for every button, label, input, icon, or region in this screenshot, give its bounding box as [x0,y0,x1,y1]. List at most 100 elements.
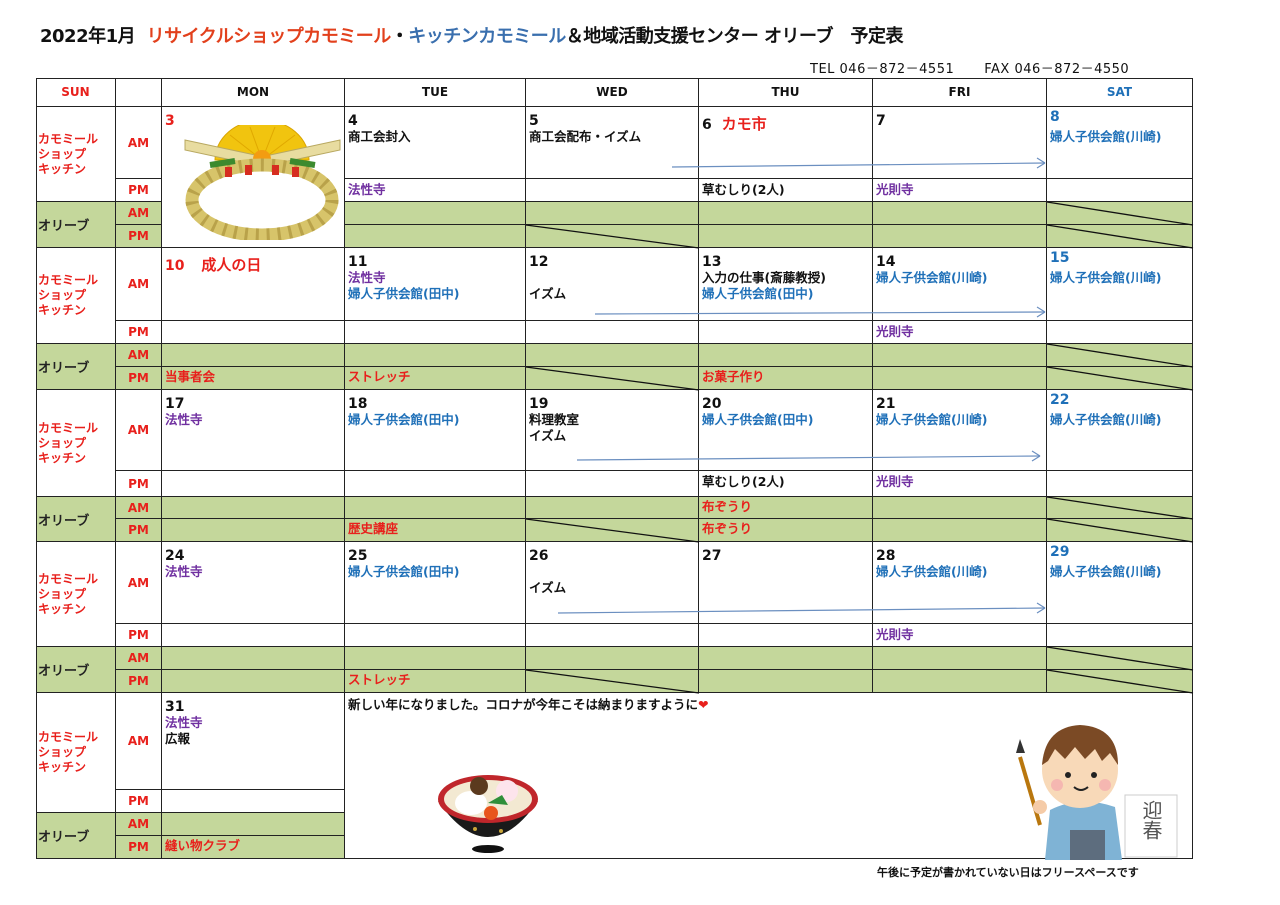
day-11-olive-pm-cell[interactable]: ストレッチ [345,367,526,390]
day-26-am-cell[interactable]: 26 イズム [526,542,699,624]
day-15-olive-am-cell[interactable] [1047,344,1193,367]
day-20-am-cell[interactable]: 20 婦人子供会館(田中) [699,390,873,471]
day-12-olive-pm-cell[interactable] [526,367,699,390]
day-4-pm-cell[interactable]: 法性寺 [345,179,526,202]
day-10-pm-cell[interactable] [162,321,345,344]
day-17-pm-cell[interactable] [162,471,345,497]
day-19-olive-am-cell[interactable] [526,497,699,519]
day-21-olive-am-cell[interactable] [873,497,1047,519]
day-24-olive-am-cell[interactable] [162,647,345,670]
day-28-olive-pm-cell[interactable] [873,670,1047,693]
day-14-am-cell[interactable]: 14 婦人子供会館(川崎) [873,248,1047,321]
day-14-pm-cell[interactable]: 光則寺 [873,321,1047,344]
day-13-am-cell[interactable]: 13 入力の仕事(斎藤教授) 婦人子供会館(田中) [699,248,873,321]
day-6-am-cell[interactable]: 6 カモ市 [699,107,873,179]
day-7-olive-pm-cell[interactable] [873,225,1047,248]
day-29-olive-am-cell[interactable] [1047,647,1193,670]
day-13-pm-cell[interactable] [699,321,873,344]
day-6-pm-cell[interactable]: 草むしり(2人) [699,179,873,202]
day-5-olive-am-cell[interactable] [526,202,699,225]
day-7-am-cell[interactable]: 7 [873,107,1047,179]
day-6-olive-pm-cell[interactable] [699,225,873,248]
day-5-am-cell[interactable]: 5 商工会配布・イズム [526,107,699,179]
day-26-olive-pm-cell[interactable] [526,670,699,693]
day-14-olive-pm-cell[interactable] [873,367,1047,390]
day-21-am-cell[interactable]: 21 婦人子供会館(川崎) [873,390,1047,471]
day-18-olive-am-cell[interactable] [345,497,526,519]
day-6-olive-am-cell[interactable] [699,202,873,225]
day-27-am-cell[interactable]: 27 [699,542,873,624]
day-14-olive-am-cell[interactable] [873,344,1047,367]
day-7-pm-cell[interactable]: 光則寺 [873,179,1047,202]
day-21-pm-cell[interactable]: 光則寺 [873,471,1047,497]
day-20-olive-pm-cell[interactable]: 布ぞうり [699,519,873,542]
day-8-am-cell[interactable]: 8 婦人子供会館(川崎) [1047,107,1193,179]
day-17-olive-pm-cell[interactable] [162,519,345,542]
day-26-olive-am-cell[interactable] [526,647,699,670]
day-25-pm-cell[interactable] [345,624,526,647]
day-18-pm-cell[interactable] [345,471,526,497]
day-12-am-cell[interactable]: 12 イズム [526,248,699,321]
day-21-olive-pm-cell[interactable] [873,519,1047,542]
day-13-olive-pm-cell[interactable]: お菓子作り [699,367,873,390]
day-25-olive-pm-cell[interactable]: ストレッチ [345,670,526,693]
day-4-am-cell[interactable]: 4 商工会封入 [345,107,526,179]
day-17-olive-am-cell[interactable] [162,497,345,519]
day-date: 25 [348,548,368,564]
day-31-olive-pm-cell[interactable]: 縫い物クラブ [162,836,345,859]
header-day-label: THU [771,85,800,99]
day-24-am-cell[interactable]: 24 法性寺 [162,542,345,624]
day-11-olive-am-cell[interactable] [345,344,526,367]
day-8-olive-pm-cell[interactable] [1047,225,1193,248]
day-7-olive-am-cell[interactable] [873,202,1047,225]
day-19-pm-cell[interactable] [526,471,699,497]
day-27-olive-pm-cell[interactable] [699,670,873,693]
day-11-am-cell[interactable]: 11 法性寺 婦人子供会館(田中) [345,248,526,321]
day-20-pm-cell[interactable]: 草むしり(2人) [699,471,873,497]
day-11-pm-cell[interactable] [345,321,526,344]
day-31-pm-cell[interactable] [162,790,345,813]
day-31-am-cell[interactable]: 31 法性寺 広報 [162,693,345,790]
day-18-olive-pm-cell[interactable]: 歴史講座 [345,519,526,542]
day-10-olive-pm-cell[interactable]: 当事者会 [162,367,345,390]
day-15-pm-cell[interactable] [1047,321,1193,344]
day-22-olive-am-cell[interactable] [1047,497,1193,519]
day-4-olive-am-cell[interactable] [345,202,526,225]
day-5-pm-cell[interactable] [526,179,699,202]
day-25-olive-am-cell[interactable] [345,647,526,670]
day-5-olive-pm-cell[interactable] [526,225,699,248]
day-25-am-cell[interactable]: 25 婦人子供会館(田中) [345,542,526,624]
day-27-pm-cell[interactable] [699,624,873,647]
day-28-olive-am-cell[interactable] [873,647,1047,670]
day-29-pm-cell[interactable] [1047,624,1193,647]
title-shop: リサイクルショップカモミール [146,26,392,47]
day-29-olive-pm-cell[interactable] [1047,670,1193,693]
day-10-olive-am-cell[interactable] [162,344,345,367]
day-4-olive-pm-cell[interactable] [345,225,526,248]
day-22-pm-cell[interactable] [1047,471,1193,497]
row-am-label: AM [116,813,162,836]
day-22-olive-pm-cell[interactable] [1047,519,1193,542]
day-28-am-cell[interactable]: 28 婦人子供会館(川崎) [873,542,1047,624]
day-22-am-cell[interactable]: 22 婦人子供会館(川崎) [1047,390,1193,471]
day-18-am-cell[interactable]: 18 婦人子供会館(田中) [345,390,526,471]
day-8-pm-cell[interactable] [1047,179,1193,202]
day-12-pm-cell[interactable] [526,321,699,344]
day-29-am-cell[interactable]: 29 婦人子供会館(川崎) [1047,542,1193,624]
day-15-am-cell[interactable]: 15 婦人子供会館(川崎) [1047,248,1193,321]
day-24-olive-pm-cell[interactable] [162,670,345,693]
day-28-pm-cell[interactable]: 光則寺 [873,624,1047,647]
day-27-olive-am-cell[interactable] [699,647,873,670]
day-31-olive-am-cell[interactable] [162,813,345,836]
day-20-olive-am-cell[interactable]: 布ぞうり [699,497,873,519]
day-13-olive-am-cell[interactable] [699,344,873,367]
day-19-am-cell[interactable]: 19 料理教室 イズム [526,390,699,471]
day-17-am-cell[interactable]: 17 法性寺 [162,390,345,471]
day-26-pm-cell[interactable] [526,624,699,647]
day-19-olive-pm-cell[interactable] [526,519,699,542]
day-8-olive-am-cell[interactable] [1047,202,1193,225]
day-12-olive-am-cell[interactable] [526,344,699,367]
day-10-am-cell[interactable]: 10 成人の日 [162,248,345,321]
day-15-olive-pm-cell[interactable] [1047,367,1193,390]
day-24-pm-cell[interactable] [162,624,345,647]
